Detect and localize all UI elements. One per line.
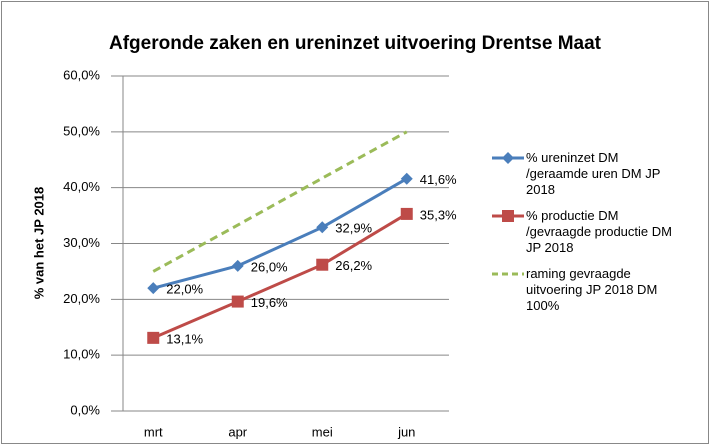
line xyxy=(152,212,408,340)
legend-item: % ureninzet DM /geraamde uren DM JP 2018 xyxy=(490,150,680,198)
data-label: 41,6% xyxy=(420,172,457,187)
marker xyxy=(502,210,514,222)
y-tick-label: 40,0% xyxy=(63,179,100,194)
y-tick-label: 10,0% xyxy=(63,347,100,362)
line xyxy=(152,130,408,273)
legend-swatch xyxy=(492,210,524,222)
data-label: 35,3% xyxy=(420,207,457,222)
marker xyxy=(147,282,160,295)
legend: % ureninzet DM /geraamde uren DM JP 2018… xyxy=(490,150,680,324)
x-tick-label: mrt xyxy=(144,424,163,439)
data-label: 19,6% xyxy=(251,295,288,310)
data-label: 22,0% xyxy=(166,282,203,297)
marker xyxy=(147,331,160,344)
marker xyxy=(400,172,413,185)
y-tick-label: 20,0% xyxy=(63,291,100,306)
x-tick-label: mei xyxy=(312,424,333,439)
x-tick-label: apr xyxy=(228,424,247,439)
marker xyxy=(231,259,244,272)
legend-label: % productie DM /gevraagde productie DM J… xyxy=(526,208,672,255)
y-tick-label: 60,0% xyxy=(63,67,100,82)
marker xyxy=(400,207,413,220)
marker xyxy=(231,295,244,308)
line xyxy=(152,177,408,290)
legend-item: % productie DM /gevraagde productie DM J… xyxy=(490,208,680,256)
marker xyxy=(316,221,329,234)
legend-label: % ureninzet DM /geraamde uren DM JP 2018 xyxy=(526,150,661,197)
data-label: 26,0% xyxy=(251,259,288,274)
marker xyxy=(502,152,514,164)
y-tick-label: 0,0% xyxy=(70,402,100,417)
y-tick-label: 50,0% xyxy=(63,123,100,138)
y-tick-label: 30,0% xyxy=(63,235,100,250)
data-label: 26,2% xyxy=(335,258,372,273)
legend-label: raming gevraagde uitvoering JP 2018 DM 1… xyxy=(526,266,658,313)
legend-swatch xyxy=(492,272,524,276)
y-axis-label: % van het JP 2018 xyxy=(31,187,46,300)
data-label: 13,1% xyxy=(166,331,203,346)
legend-item: raming gevraagde uitvoering JP 2018 DM 1… xyxy=(490,266,680,314)
legend-swatch xyxy=(492,152,524,164)
chart-title: Afgeronde zaken en ureninzet uitvoering … xyxy=(109,33,602,54)
marker xyxy=(316,258,329,271)
data-label: 32,9% xyxy=(335,221,372,236)
x-tick-label: jun xyxy=(397,424,415,439)
